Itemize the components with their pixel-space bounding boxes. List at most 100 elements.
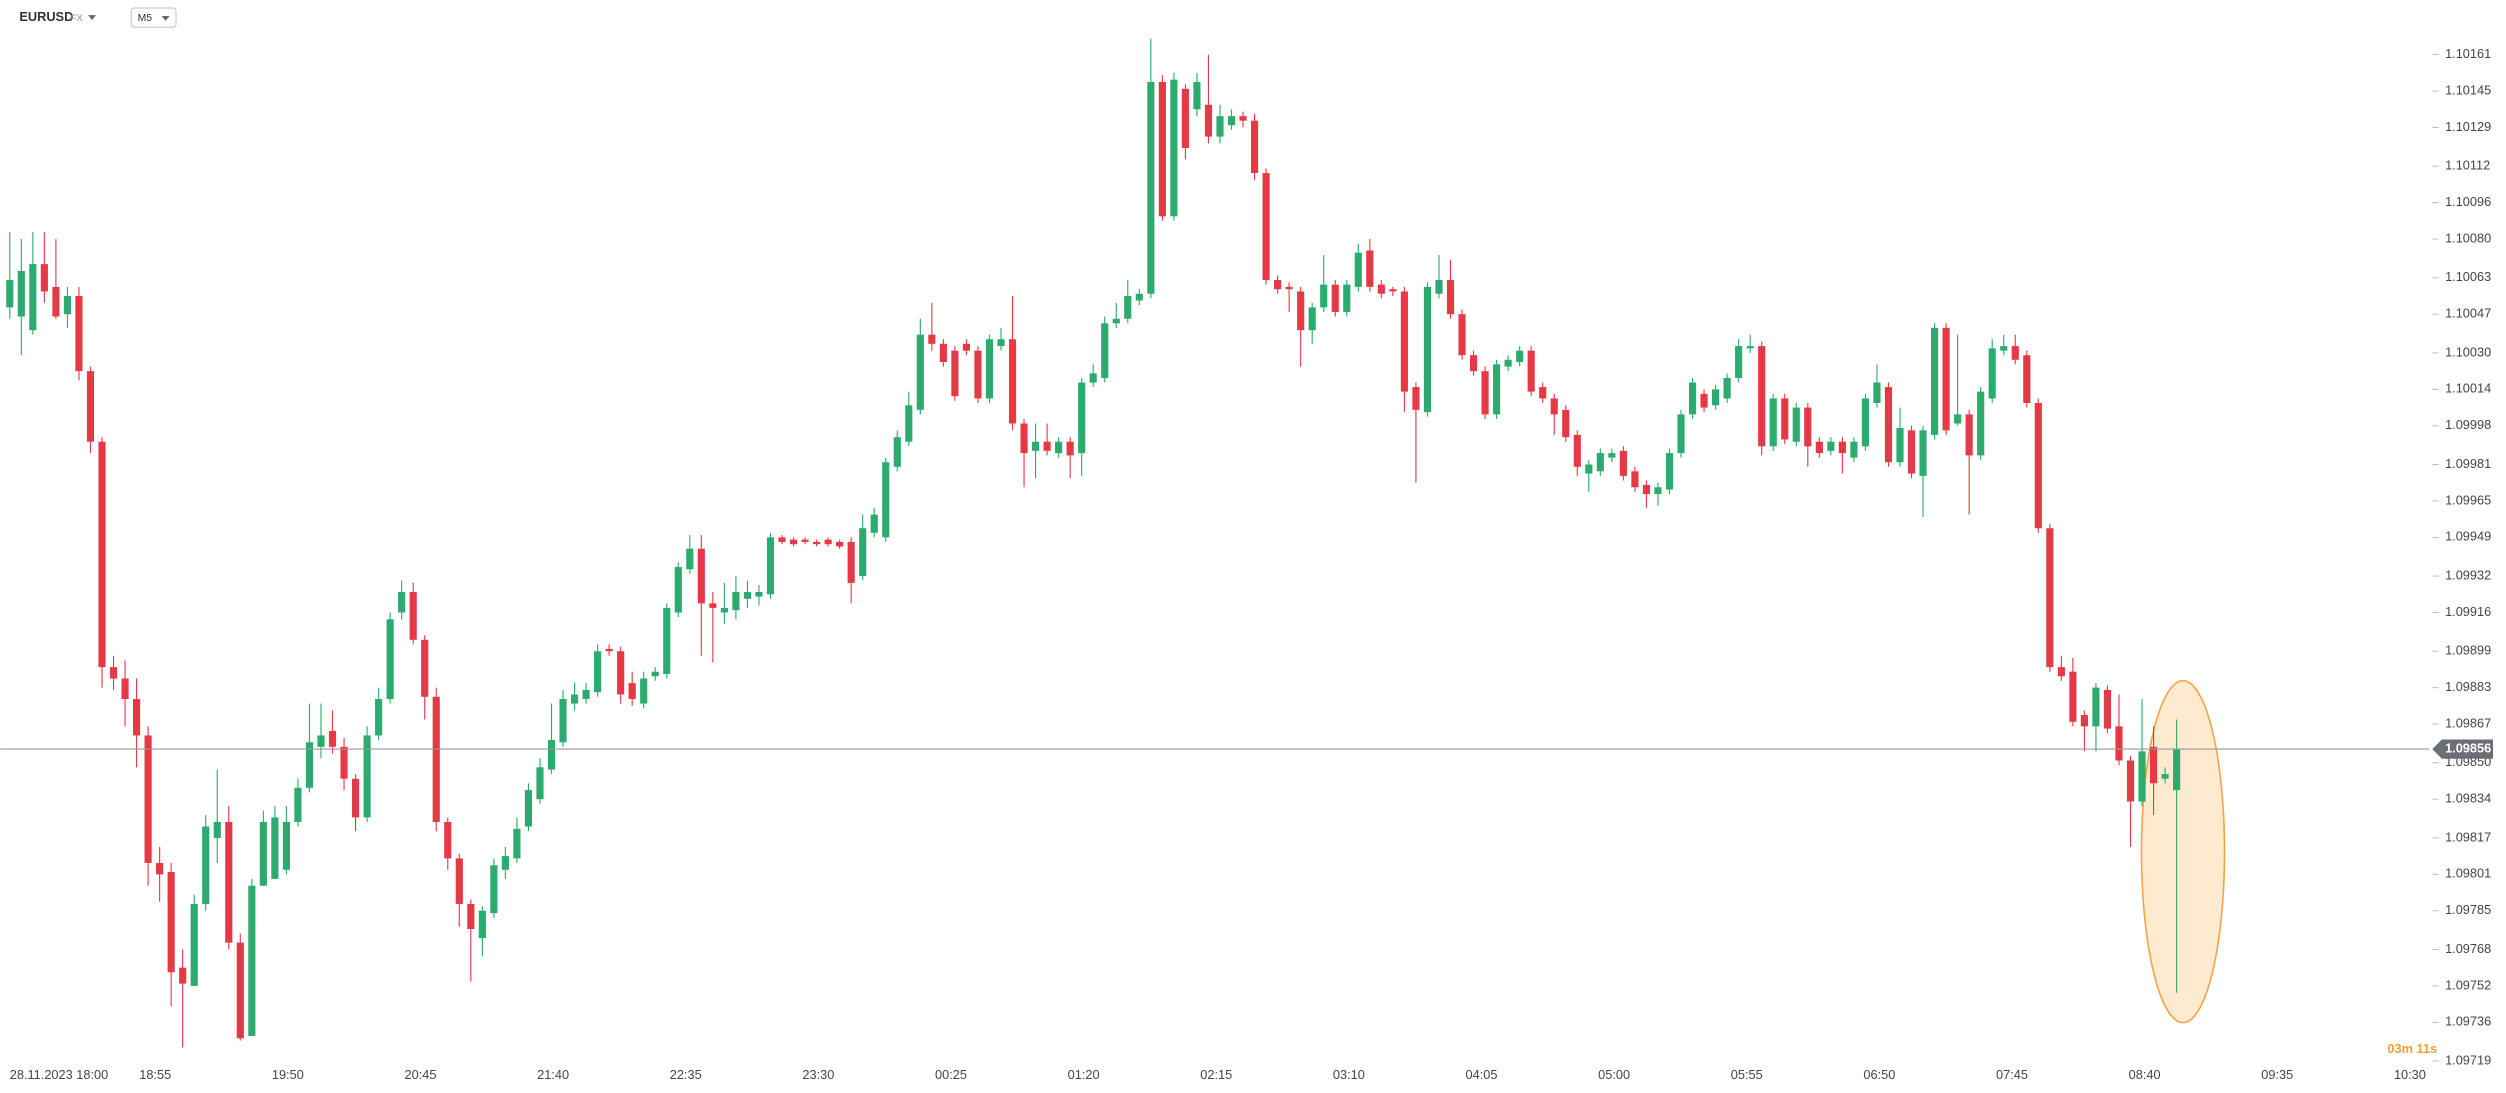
candle-body xyxy=(1412,387,1420,410)
x-tick-label: 07:45 xyxy=(1996,1067,2028,1082)
candle-body xyxy=(824,539,832,545)
candle-body xyxy=(859,528,867,577)
candle-body xyxy=(2161,774,2169,779)
current-price-label: 1.09856 xyxy=(2445,740,2491,755)
candle-body xyxy=(1101,323,1109,378)
candle-body xyxy=(1481,371,1489,415)
candle-body xyxy=(86,371,95,442)
y-tick-label: 1.10096 xyxy=(2445,194,2491,209)
y-tick-label: 1.10129 xyxy=(2445,119,2491,134)
candle-body xyxy=(1389,289,1397,292)
candle-body xyxy=(1181,88,1189,148)
candle-body xyxy=(1504,359,1512,367)
candle-body xyxy=(1089,373,1097,383)
y-tick-label: 1.09965 xyxy=(2445,492,2491,507)
x-tick-label: 10:30 xyxy=(2394,1067,2426,1082)
candle-body xyxy=(1884,387,1893,463)
y-tick-label: 1.09752 xyxy=(2445,977,2491,992)
candle-body xyxy=(1262,173,1270,281)
symbol-selector[interactable]: EURUSD FX xyxy=(19,9,97,24)
candle-body xyxy=(1020,423,1028,454)
candle-body xyxy=(501,856,509,870)
dropdown-arrow[interactable] xyxy=(88,15,97,20)
candle-body xyxy=(236,942,244,1039)
candle-body xyxy=(1331,284,1339,312)
candle-body xyxy=(547,739,556,770)
timeframe-box[interactable] xyxy=(130,7,177,28)
candle-body xyxy=(444,821,452,859)
candle-body xyxy=(524,790,533,827)
candle-body xyxy=(1216,116,1224,137)
candle-body xyxy=(893,437,901,467)
candle-body xyxy=(570,694,579,704)
candle-body xyxy=(2011,346,2019,360)
candle-body xyxy=(743,591,752,599)
candle-body xyxy=(905,405,913,442)
candle-body xyxy=(1804,407,1812,447)
candle-body xyxy=(328,730,337,747)
candle-body xyxy=(813,541,821,545)
candle-body xyxy=(1642,484,1651,495)
candle-body xyxy=(202,826,210,904)
candle-body xyxy=(398,591,406,613)
candle-body xyxy=(513,828,521,859)
candle-body xyxy=(1469,355,1478,372)
x-tick-label: 02:15 xyxy=(1200,1067,1232,1082)
y-tick-label: 1.09883 xyxy=(2445,679,2491,694)
x-tick-label: 06:50 xyxy=(1863,1067,1895,1082)
candle-body xyxy=(1758,346,1766,447)
candle-body xyxy=(409,591,417,640)
candle-body xyxy=(17,270,25,317)
candle-body xyxy=(755,591,763,597)
candle-body xyxy=(386,619,394,700)
candle-body xyxy=(536,767,544,800)
current-price-tag xyxy=(2432,739,2494,759)
candle-body xyxy=(1688,382,1697,415)
candle-body xyxy=(605,648,613,652)
y-tick-label: 1.09932 xyxy=(2445,567,2491,582)
candle-body xyxy=(1320,284,1328,308)
timeframe[interactable]: M5 xyxy=(138,13,153,24)
x-tick-label: 23:30 xyxy=(802,1067,834,1082)
start-label: 28.11.2023 18:00 xyxy=(10,1067,108,1082)
timeframe-selector[interactable]: M5 xyxy=(130,7,177,28)
candle-body xyxy=(1446,280,1455,315)
candle-body xyxy=(2046,528,2054,668)
candle-body xyxy=(467,903,475,929)
candle-body xyxy=(1297,291,1305,331)
candle-body xyxy=(1227,116,1236,126)
y-tick-label: 1.10145 xyxy=(2445,82,2491,97)
symbol[interactable]: EURUSD xyxy=(19,9,73,24)
candle-body xyxy=(1147,81,1155,294)
candle-body xyxy=(282,821,290,870)
candle-body xyxy=(478,910,486,939)
candle-body xyxy=(1965,414,1973,456)
x-tick-label: 04:05 xyxy=(1466,1067,1498,1082)
candle-body xyxy=(1078,382,1086,454)
x-tick-label: 05:00 xyxy=(1598,1067,1630,1082)
candle-body xyxy=(2103,689,2112,729)
candle-body xyxy=(882,462,890,538)
candle-body xyxy=(40,264,48,292)
candle-body xyxy=(190,903,198,986)
candle-body xyxy=(962,343,970,351)
candle-body xyxy=(29,264,37,331)
candle-body xyxy=(985,339,994,399)
market[interactable]: FX xyxy=(71,13,84,24)
candle-body xyxy=(1665,453,1674,490)
candle-body xyxy=(317,735,325,747)
candle-body xyxy=(789,539,798,545)
y-tick-label: 1.09719 xyxy=(2445,1052,2491,1067)
candle-body xyxy=(294,787,302,822)
time-axis: 28.11.2023 18:00 18:55 19:50 20:45 21:40 22:3… xyxy=(10,1067,2426,1082)
candle-body xyxy=(801,539,809,542)
candle-body xyxy=(1654,487,1662,495)
candle-body xyxy=(109,667,118,679)
candle-body xyxy=(52,286,60,317)
y-tick-label: 1.09949 xyxy=(2445,529,2491,544)
candle-body xyxy=(1032,441,1040,451)
dropdown-arrow[interactable] xyxy=(161,15,170,21)
candle-body xyxy=(1343,284,1351,312)
x-tick-label: 20:45 xyxy=(404,1067,436,1082)
candle-body xyxy=(709,603,717,608)
